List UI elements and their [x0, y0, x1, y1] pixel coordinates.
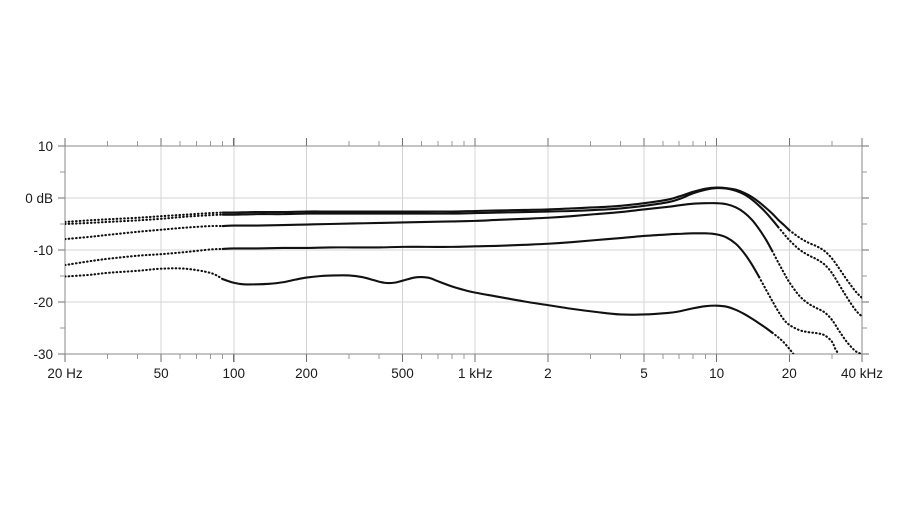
y-axis-tick-label: 0 dB [25, 191, 53, 206]
tick-marks [58, 138, 869, 362]
x-axis-tick-label: 40 kHz [841, 366, 883, 381]
y-axis-tick-label: -10 [33, 243, 53, 258]
curve-segment-dotted-high [771, 249, 862, 354]
curve-segment-solid [221, 187, 780, 229]
x-axis-tick-label: 200 [295, 366, 318, 381]
curve-segment-solid [221, 186, 791, 232]
x-axis-tick-label: 5 [640, 366, 648, 381]
curve-segment-solid [221, 274, 774, 334]
y-axis-tick-label: -20 [33, 295, 53, 310]
curve-segment-dotted-low [65, 213, 224, 226]
curve-segment-solid [221, 202, 774, 253]
curve-segment-dotted-high [788, 229, 862, 299]
curve-segment-dotted-low [65, 267, 224, 281]
curve-segment-dotted-low [65, 224, 224, 241]
curve-segment-dotted-low [65, 211, 224, 223]
x-axis-tick-label: 20 Hz [47, 366, 83, 381]
data-curves [65, 186, 862, 354]
curve-segment-dotted-high [758, 275, 840, 354]
x-axis-tick-label: 50 [154, 366, 169, 381]
x-axis-labels: 20 Hz 50 100 200 500 1 kHz 2 5 10 20 40 kHz [47, 366, 883, 381]
curve-segment-dotted-high [777, 226, 862, 318]
x-axis-tick-label: 100 [222, 366, 245, 381]
x-axis-tick-label: 1 kHz [458, 366, 493, 381]
plot-frame [64, 145, 863, 355]
x-axis-tick-label: 2 [544, 366, 552, 381]
x-axis-tick-label: 20 [782, 366, 797, 381]
x-axis-tick-label: 500 [391, 366, 414, 381]
curve-segment-dotted-high [771, 331, 795, 354]
y-axis-tick-label: -30 [33, 347, 53, 362]
curve-segment-solid [221, 232, 761, 279]
y-axis-tick-label: 10 [38, 139, 53, 154]
y-axis-labels: 10 0 dB -10 -20 -30 [25, 139, 53, 362]
curve-segment-dotted-low [65, 247, 224, 267]
x-axis-tick-label: 10 [709, 366, 724, 381]
